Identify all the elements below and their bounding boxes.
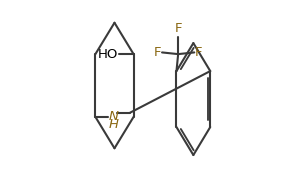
Text: H: H	[109, 118, 119, 131]
Text: F: F	[174, 22, 182, 35]
Text: F: F	[195, 46, 203, 59]
Text: N: N	[109, 110, 119, 123]
Text: F: F	[154, 46, 161, 59]
Text: HO: HO	[98, 48, 118, 61]
